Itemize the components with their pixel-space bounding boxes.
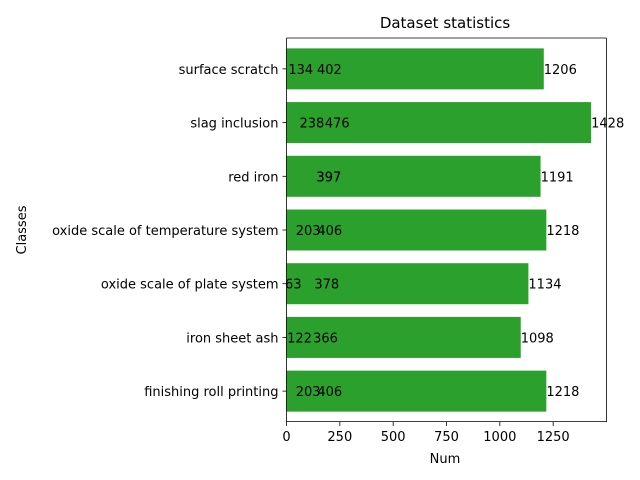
chart-title: Dataset statistics	[380, 14, 511, 32]
data-label: 406	[317, 385, 342, 400]
data-label: 63	[285, 278, 302, 293]
data-label: 1218	[546, 385, 579, 400]
data-label: 402	[317, 63, 342, 78]
bar	[286, 155, 541, 197]
data-label: 366	[313, 331, 338, 346]
data-label: 476	[325, 117, 350, 132]
data-labels-layer: 1218406203109836612211343786312184062031…	[285, 63, 624, 400]
data-label: 1218	[546, 224, 579, 239]
data-label: 397	[316, 170, 341, 185]
y-tick-label: red iron	[228, 170, 278, 185]
data-label: 1191	[541, 170, 574, 185]
data-label: 203	[296, 224, 321, 239]
x-tick-label: 500	[381, 430, 406, 445]
data-label: 203	[296, 385, 321, 400]
y-tick-label: oxide scale of plate system	[101, 278, 279, 293]
y-ticks-layer: finishing roll printing iron sheet ash oxi…	[52, 63, 287, 400]
y-tick-label: finishing roll printing	[144, 385, 278, 400]
bar	[286, 316, 521, 358]
data-label: 1134	[528, 278, 561, 293]
y-tick-label: oxide scale of temperature system	[52, 224, 278, 239]
data-label: 378	[314, 278, 339, 293]
y-tick-label: slag inclusion	[190, 117, 278, 132]
bar	[286, 209, 547, 251]
y-axis-title: Classes	[15, 205, 30, 254]
y-tick-label: iron sheet ash	[186, 331, 278, 346]
x-tick-label: 750	[434, 430, 459, 445]
data-label: 1098	[521, 331, 554, 346]
bars-layer	[286, 48, 592, 412]
data-label: 406	[317, 224, 342, 239]
data-label: 397	[316, 170, 341, 185]
x-ticks-layer: 0 250 500 750 1000 1250	[282, 422, 570, 445]
x-tick-label: 1250	[537, 430, 570, 445]
x-tick-label: 250	[327, 430, 352, 445]
x-axis-title: Num	[430, 452, 461, 467]
x-tick-label: 0	[282, 430, 290, 445]
data-label: 1206	[544, 63, 577, 78]
bar	[286, 48, 544, 90]
data-label: 134	[288, 63, 313, 78]
data-label: 122	[287, 331, 312, 346]
bar	[286, 263, 529, 305]
bar	[286, 370, 547, 412]
bar	[286, 102, 592, 144]
data-label: 238	[299, 117, 324, 132]
data-label: 1428	[591, 117, 624, 132]
x-tick-label: 1000	[483, 430, 516, 445]
y-tick-label: surface scratch	[179, 63, 279, 78]
